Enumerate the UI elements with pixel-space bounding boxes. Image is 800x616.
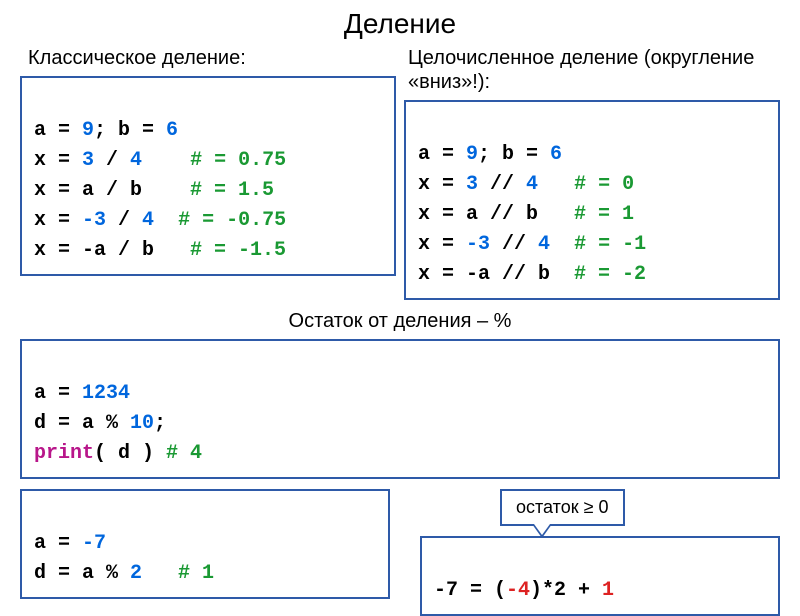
bottom-row: a = -7 d = a % 2 # 1 остаток ≥ 0 -7 = (-… — [0, 479, 800, 616]
code-number: 9 — [466, 143, 478, 166]
code-keyword: print — [34, 442, 94, 465]
code-number: 4 — [538, 233, 550, 256]
code-comment: # = 1 — [574, 203, 634, 226]
code-text: )*2 + — [530, 579, 602, 602]
classic-code-box: a = 9; b = 6 x = 3 / 4 # = 0.75 x = a / … — [20, 76, 396, 276]
code-number: 6 — [166, 119, 178, 142]
intdiv-code-box: a = 9; b = 6 x = 3 // 4 # = 0 x = a // b… — [404, 100, 780, 300]
negative-example: a = -7 d = a % 2 # 1 — [20, 489, 390, 599]
code-text: d = a % — [34, 412, 130, 435]
intdiv-column: Целочисленное деление (округление «вниз»… — [400, 46, 780, 300]
code-number: 1234 — [82, 382, 130, 405]
code-number: 3 — [466, 173, 478, 196]
code-text: ; b = — [94, 119, 166, 142]
code-text: x = a / b — [34, 179, 190, 202]
code-text: a = — [34, 532, 82, 555]
code-comment: # 1 — [142, 562, 214, 585]
remainder-callout: остаток ≥ 0 — [500, 489, 625, 526]
code-number: 4 — [130, 149, 142, 172]
code-text: x = — [34, 149, 82, 172]
code-text: ; — [154, 412, 166, 435]
code-comment: # 4 — [166, 442, 202, 465]
negative-code-box: a = -7 d = a % 2 # 1 — [20, 489, 390, 599]
code-number: 4 — [142, 209, 154, 232]
code-text: x = -a / b — [34, 239, 190, 262]
code-number: 3 — [82, 149, 94, 172]
formula-box: -7 = (-4)*2 + 1 — [420, 536, 780, 616]
code-text: ; b = — [478, 143, 550, 166]
code-comment: # = -0.75 — [154, 209, 286, 232]
code-text: / — [94, 149, 130, 172]
division-columns: Классическое деление: a = 9; b = 6 x = 3… — [0, 46, 800, 300]
code-highlight: 1 — [602, 579, 614, 602]
code-text: ( d ) — [94, 442, 166, 465]
code-comment: # = -1 — [550, 233, 646, 256]
code-number: 4 — [526, 173, 538, 196]
code-comment: # = -2 — [574, 263, 646, 286]
code-number: 10 — [130, 412, 154, 435]
classic-label: Классическое деление: — [28, 46, 400, 70]
code-text: x = — [34, 209, 82, 232]
code-text: -7 = ( — [434, 579, 506, 602]
code-text: x = — [418, 233, 466, 256]
page-title: Деление — [0, 8, 800, 40]
code-text: / — [106, 209, 142, 232]
code-text: x = a // b — [418, 203, 574, 226]
callout-tail-icon — [532, 524, 552, 538]
code-comment: # = -1.5 — [190, 239, 286, 262]
code-text: // — [490, 233, 538, 256]
code-text: a = — [34, 119, 82, 142]
code-text: d = a % — [34, 562, 130, 585]
callout-text: остаток ≥ 0 — [516, 497, 609, 517]
code-text: // — [478, 173, 526, 196]
classic-column: Классическое деление: a = 9; b = 6 x = 3… — [20, 46, 400, 300]
code-number: -3 — [82, 209, 106, 232]
code-text: a = — [418, 143, 466, 166]
code-number: 2 — [130, 562, 142, 585]
code-text: a = — [34, 382, 82, 405]
modulo-code-box: a = 1234 d = a % 10; print( d ) # 4 — [20, 339, 780, 479]
code-text: x = — [418, 173, 466, 196]
code-comment: # = 0 — [538, 173, 634, 196]
code-number: 6 — [550, 143, 562, 166]
code-text: x = -a // b — [418, 263, 574, 286]
code-number: -3 — [466, 233, 490, 256]
code-number: -7 — [82, 532, 106, 555]
intdiv-label: Целочисленное деление (округление «вниз»… — [408, 46, 780, 94]
callout-area: остаток ≥ 0 -7 = (-4)*2 + 1 — [420, 489, 780, 616]
code-number: 9 — [82, 119, 94, 142]
code-highlight: -4 — [506, 579, 530, 602]
modulo-label: Остаток от деления – % — [0, 310, 800, 333]
code-comment: # = 0.75 — [142, 149, 286, 172]
code-comment: # = 1.5 — [190, 179, 274, 202]
